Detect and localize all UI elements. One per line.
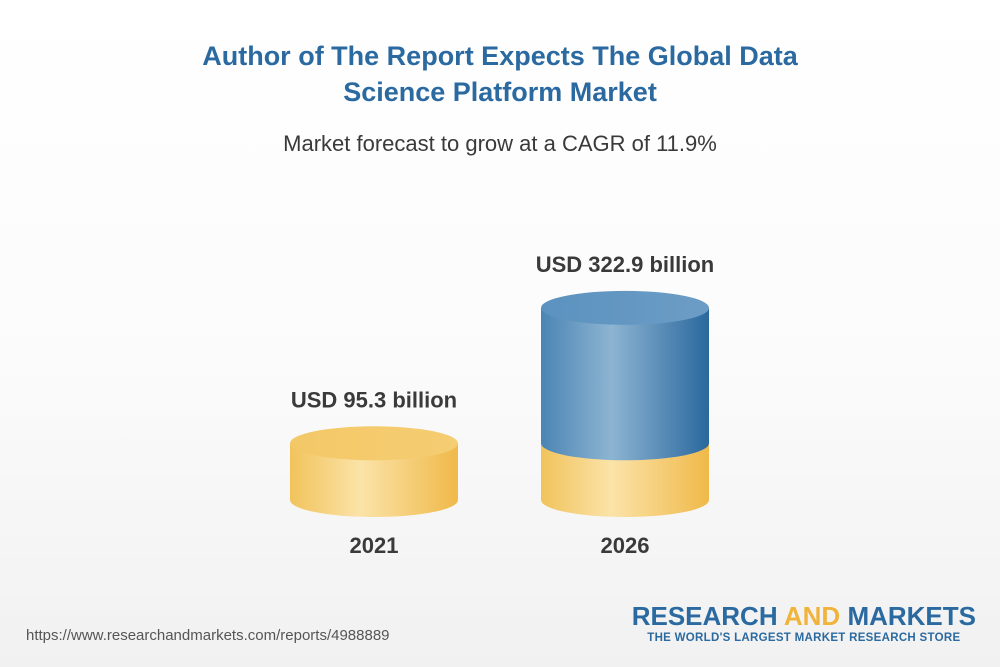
brand-name-accent: AND — [783, 601, 841, 631]
chart-title-line2: Science Platform Market — [343, 77, 657, 107]
bar-2026-growth-top — [541, 290, 709, 325]
bar-2026-base-body — [541, 443, 709, 517]
brand-name: RESEARCH AND MARKETS — [632, 601, 976, 631]
category-label-2021: 2021 — [350, 533, 399, 558]
chart-title: Author of The Report Expects The Global … — [0, 38, 1000, 110]
brand-logo: RESEARCH AND MARKETS THE WORLD'S LARGEST… — [632, 601, 976, 644]
bar-2021-base-body — [290, 443, 458, 517]
chart-subtitle: Market forecast to grow at a CAGR of 11.… — [283, 131, 717, 156]
brand-name-part1: RESEARCH — [631, 601, 784, 631]
brand-tagline: THE WORLD'S LARGEST MARKET RESEARCH STOR… — [647, 632, 961, 644]
bar-2026-growth-body — [541, 307, 709, 461]
bar-2021-base-top — [290, 426, 458, 461]
value-label-2021: USD 95.3 billion — [291, 387, 457, 412]
source-url[interactable]: https://www.researchandmarkets.com/repor… — [26, 627, 390, 644]
category-label-2026: 2026 — [601, 533, 650, 558]
brand-name-part3: MARKETS — [840, 601, 976, 631]
chart-title-line1: Author of The Report Expects The Global … — [202, 41, 798, 71]
value-label-2026: USD 322.9 billion — [536, 252, 715, 277]
